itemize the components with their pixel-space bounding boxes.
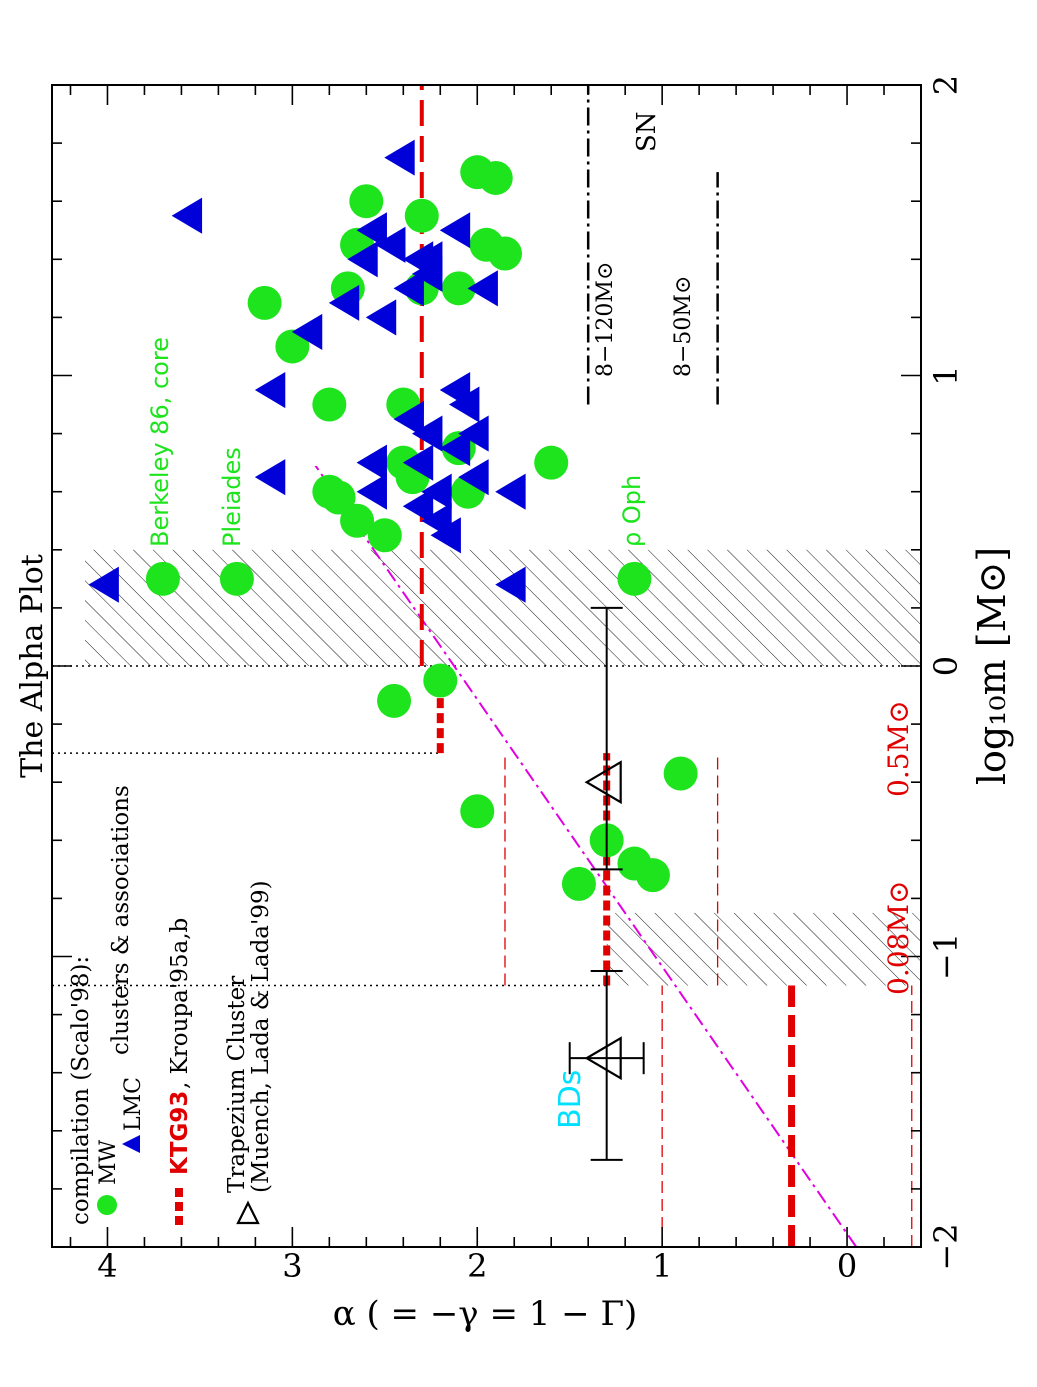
fit-line (85, 466, 858, 1248)
mw-point (340, 503, 375, 538)
axis-tick-labels: −2 −1 0 1 2 0 1 2 3 4 (97, 75, 965, 1285)
mw-point (349, 184, 384, 219)
bds-label: BDs (553, 1070, 588, 1129)
legend-kroupa: , Kroupa'95a,b (167, 918, 193, 1089)
lmc-point (495, 566, 526, 603)
mw-point (441, 271, 476, 306)
y-tick-label: 3 (282, 1247, 302, 1285)
lmc-point (458, 415, 489, 452)
pleiades-label: Pleiades (218, 447, 246, 547)
sn-ranges (586, 85, 719, 405)
lmc-point (88, 566, 119, 603)
ktg93-segments (419, 85, 796, 1247)
hatch-region-core (85, 549, 921, 666)
lmc-point (254, 371, 286, 409)
mw-point (617, 561, 652, 596)
lmc-point (171, 197, 203, 234)
lmc-point (402, 444, 434, 481)
range-120-label: 8−120M⊙ (593, 262, 618, 377)
trapezium-points (568, 606, 645, 1161)
lmc-point (449, 386, 480, 423)
lmc-point (458, 459, 489, 496)
lmc-point (421, 473, 452, 510)
lmc-point (356, 444, 387, 481)
mw-point (487, 236, 522, 271)
reference-lines (52, 665, 921, 1247)
mw-point (321, 480, 356, 515)
lmc-point (495, 473, 526, 510)
x-axis-label: log₁₀m [M⊙] (970, 547, 1014, 785)
lmc-point (402, 488, 434, 525)
lmc-point (439, 430, 471, 467)
mw-point (561, 866, 596, 901)
legend-compilation: compilation (Scalo'98): (68, 956, 94, 1225)
legend-trapezium: Trapezium Cluster (224, 976, 250, 1193)
legend-mw-marker (97, 1195, 117, 1215)
lmc-point (254, 459, 286, 496)
mw-point (145, 561, 180, 596)
mw-point (367, 518, 402, 553)
mw-point (404, 198, 439, 233)
lmc-point (412, 415, 443, 452)
legend-clusters: clusters & associations (108, 785, 134, 1055)
mw-point (534, 445, 569, 480)
trapezium-marker (584, 760, 622, 805)
legend-ktg: KTG93 (167, 1091, 193, 1175)
lmc-point (356, 473, 387, 510)
lmc-point (393, 270, 424, 307)
mass-05-label: 0.5M⊙ (882, 700, 915, 797)
y-tick-label: 0 (837, 1247, 857, 1285)
lmc-point (365, 299, 397, 336)
mw-point (635, 858, 670, 893)
lmc-point (412, 255, 443, 292)
mw-point (460, 794, 495, 829)
mass-008-label: 0.08M⊙ (882, 881, 915, 995)
lmc-point (384, 139, 415, 176)
legend-lmc-marker (122, 1135, 140, 1153)
x-tick-label: −1 (927, 933, 965, 980)
x-tick-label: −2 (927, 1223, 965, 1270)
mw-point (312, 387, 347, 422)
lmc-point (347, 241, 378, 278)
data-points (88, 139, 698, 901)
lmc-point (467, 270, 498, 307)
legend: compilation (Scalo'98): MW LMC clusters … (68, 785, 274, 1225)
mw-point (377, 683, 412, 718)
lmc-point (439, 212, 471, 249)
lmc-point (356, 212, 387, 249)
hatch-region-low (606, 912, 921, 986)
trapezium-marker (584, 1036, 622, 1081)
legend-lmc: LMC (121, 1077, 146, 1131)
y-tick-label: 4 (97, 1247, 117, 1285)
lmc-point (328, 284, 360, 321)
axis-ticks (52, 84, 922, 1248)
range-50-label: 8−50M⊙ (671, 276, 696, 377)
x-tick-label: 2 (927, 75, 965, 95)
sn-label: SN (632, 111, 662, 152)
mw-point (478, 160, 513, 195)
hatched-regions (85, 549, 921, 986)
y-axis-label: α ( = −γ = 1 − Γ) (333, 1294, 638, 1334)
legend-trapezium-ref: (Muench, Lada & Lada'99) (248, 880, 274, 1193)
lmc-point (375, 226, 406, 263)
lmc-point (291, 313, 323, 350)
mw-point (663, 756, 698, 791)
mw-point (219, 561, 254, 596)
lmc-point (430, 517, 461, 554)
y-tick-label: 1 (652, 1247, 672, 1285)
x-tick-label: 0 (927, 656, 965, 676)
legend-mw: MW (96, 1139, 121, 1185)
chart-title: The Alpha Plot (15, 554, 50, 778)
rho-oph-label: ρ Oph (618, 475, 646, 547)
mw-point (247, 285, 282, 320)
mw-point (275, 329, 310, 364)
x-tick-label: 1 (927, 365, 965, 385)
legend-trapezium-marker (236, 1200, 260, 1225)
lmc-point (393, 401, 424, 438)
mw-point (423, 663, 458, 698)
berkeley-label: Berkeley 86, core (146, 337, 174, 547)
y-tick-label: 2 (467, 1247, 487, 1285)
